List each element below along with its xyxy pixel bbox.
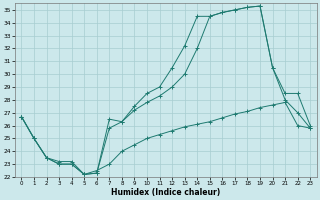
X-axis label: Humidex (Indice chaleur): Humidex (Indice chaleur) xyxy=(111,188,220,197)
